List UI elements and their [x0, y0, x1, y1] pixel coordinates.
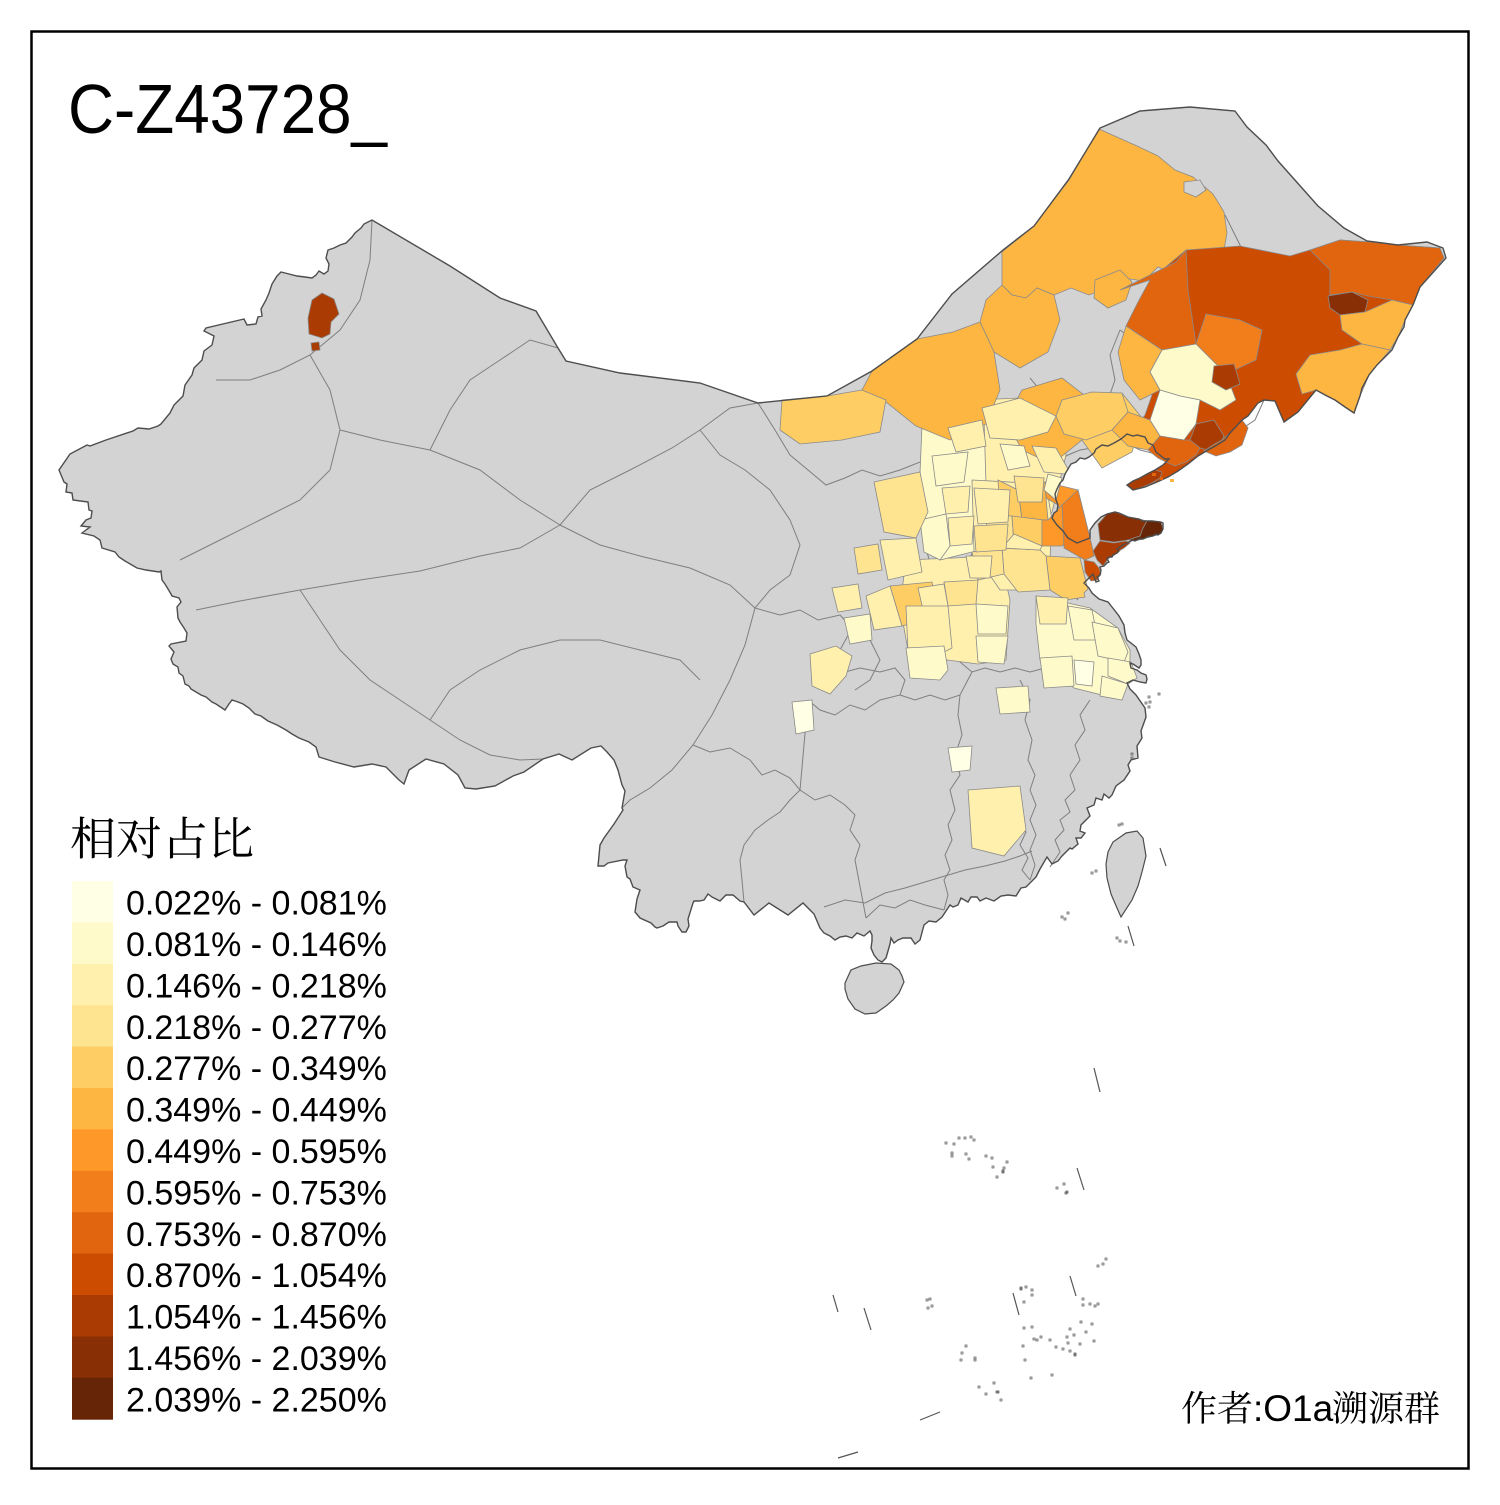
svg-text:0.870% - 1.054%: 0.870% - 1.054% — [126, 1257, 387, 1295]
svg-text:1.054% - 1.456%: 1.054% - 1.456% — [126, 1299, 387, 1337]
svg-text::O1a: :O1a — [1253, 1388, 1334, 1429]
svg-text:0.753% - 0.870%: 0.753% - 0.870% — [126, 1216, 387, 1254]
svg-text:1.456% - 2.039%: 1.456% - 2.039% — [126, 1340, 387, 1378]
svg-text:0.277% - 0.349%: 0.277% - 0.349% — [126, 1050, 387, 1088]
svg-text:0.218% - 0.277%: 0.218% - 0.277% — [126, 1009, 387, 1047]
svg-text:C-Z43728_: C-Z43728_ — [68, 70, 388, 148]
svg-text:0.595% - 0.753%: 0.595% - 0.753% — [126, 1174, 387, 1212]
svg-text:0.349% - 0.449%: 0.349% - 0.449% — [126, 1092, 387, 1130]
svg-text:0.081% - 0.146%: 0.081% - 0.146% — [126, 926, 387, 964]
svg-text:2.039% - 2.250%: 2.039% - 2.250% — [126, 1381, 387, 1419]
svg-text:0.022% - 0.081%: 0.022% - 0.081% — [126, 885, 387, 923]
svg-text:0.146% - 0.218%: 0.146% - 0.218% — [126, 967, 387, 1005]
svg-text:0.449% - 0.595%: 0.449% - 0.595% — [126, 1133, 387, 1171]
